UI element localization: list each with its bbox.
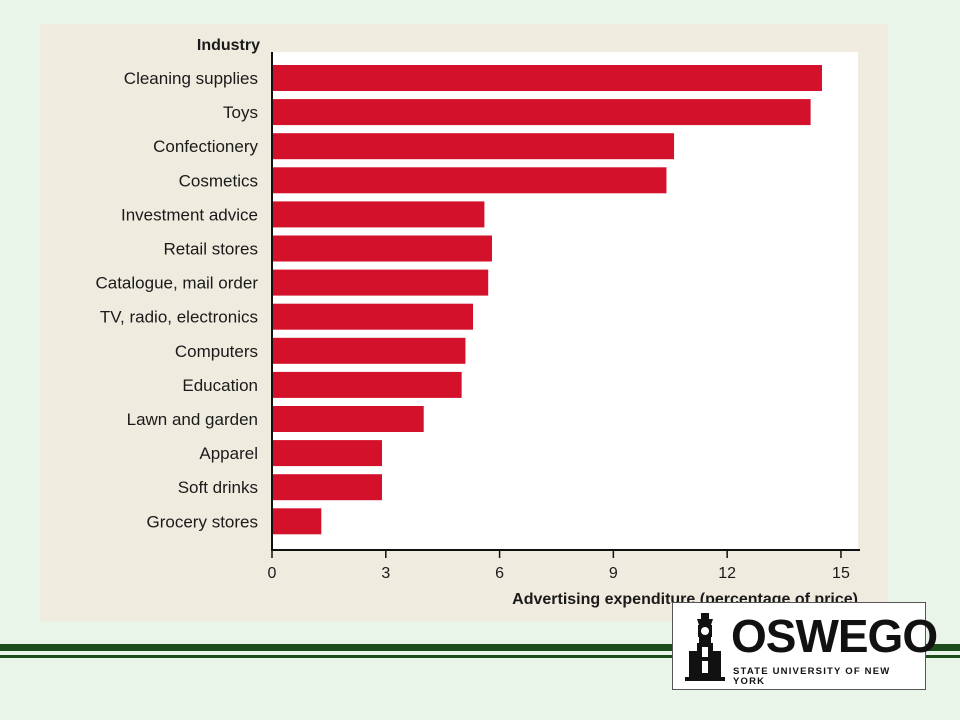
category-label: Soft drinks — [178, 478, 258, 497]
category-label: Cosmetics — [179, 171, 258, 190]
clock-tower-icon — [685, 613, 725, 681]
category-label: TV, radio, electronics — [100, 308, 258, 327]
x-tick-label: 6 — [495, 565, 504, 582]
footer-rules — [0, 640, 960, 664]
bar — [272, 371, 462, 398]
bar — [272, 201, 485, 228]
category-label: Confectionery — [153, 137, 258, 156]
footer-rule-thick — [0, 644, 960, 651]
footer-rule-thin — [0, 655, 960, 658]
bar — [272, 337, 466, 364]
category-label: Cleaning supplies — [124, 69, 258, 88]
x-tick-label: 9 — [609, 565, 618, 582]
category-label: Apparel — [199, 444, 258, 463]
bar — [272, 235, 492, 262]
oswego-logo: OSWEGO STATE UNIVERSITY OF NEW YORK — [672, 602, 938, 690]
bar — [272, 99, 811, 126]
bar — [272, 65, 822, 91]
bar — [272, 133, 675, 160]
category-label: Education — [182, 376, 258, 395]
x-tick-label: 15 — [832, 565, 850, 582]
bar — [272, 269, 489, 296]
category-label: Lawn and garden — [127, 410, 258, 429]
bar — [272, 406, 424, 432]
logo-subtitle: STATE UNIVERSITY OF NEW YORK — [733, 666, 891, 687]
chart-panel: Industry Cleaning supplies Toys Confectione… — [40, 24, 888, 621]
x-tick-label: 0 — [268, 565, 277, 582]
x-tick-label: 3 — [381, 565, 390, 582]
bar — [272, 303, 474, 330]
logo-wordmark: OSWEGO — [731, 610, 938, 662]
bar-chart: Industry Cleaning supplies Toys Confectione… — [95, 37, 860, 608]
x-tick-label: 12 — [718, 565, 736, 582]
bar — [272, 508, 322, 535]
bar — [272, 167, 667, 194]
category-label: Toys — [223, 103, 258, 122]
bar — [272, 440, 382, 467]
category-axis-title: Industry — [197, 37, 260, 54]
category-label: Catalogue, mail order — [95, 274, 258, 293]
bar — [272, 474, 382, 501]
category-label: Retail stores — [164, 240, 258, 259]
category-label: Grocery stores — [147, 512, 258, 531]
category-label: Computers — [175, 342, 258, 361]
category-label: Investment advice — [121, 205, 258, 224]
